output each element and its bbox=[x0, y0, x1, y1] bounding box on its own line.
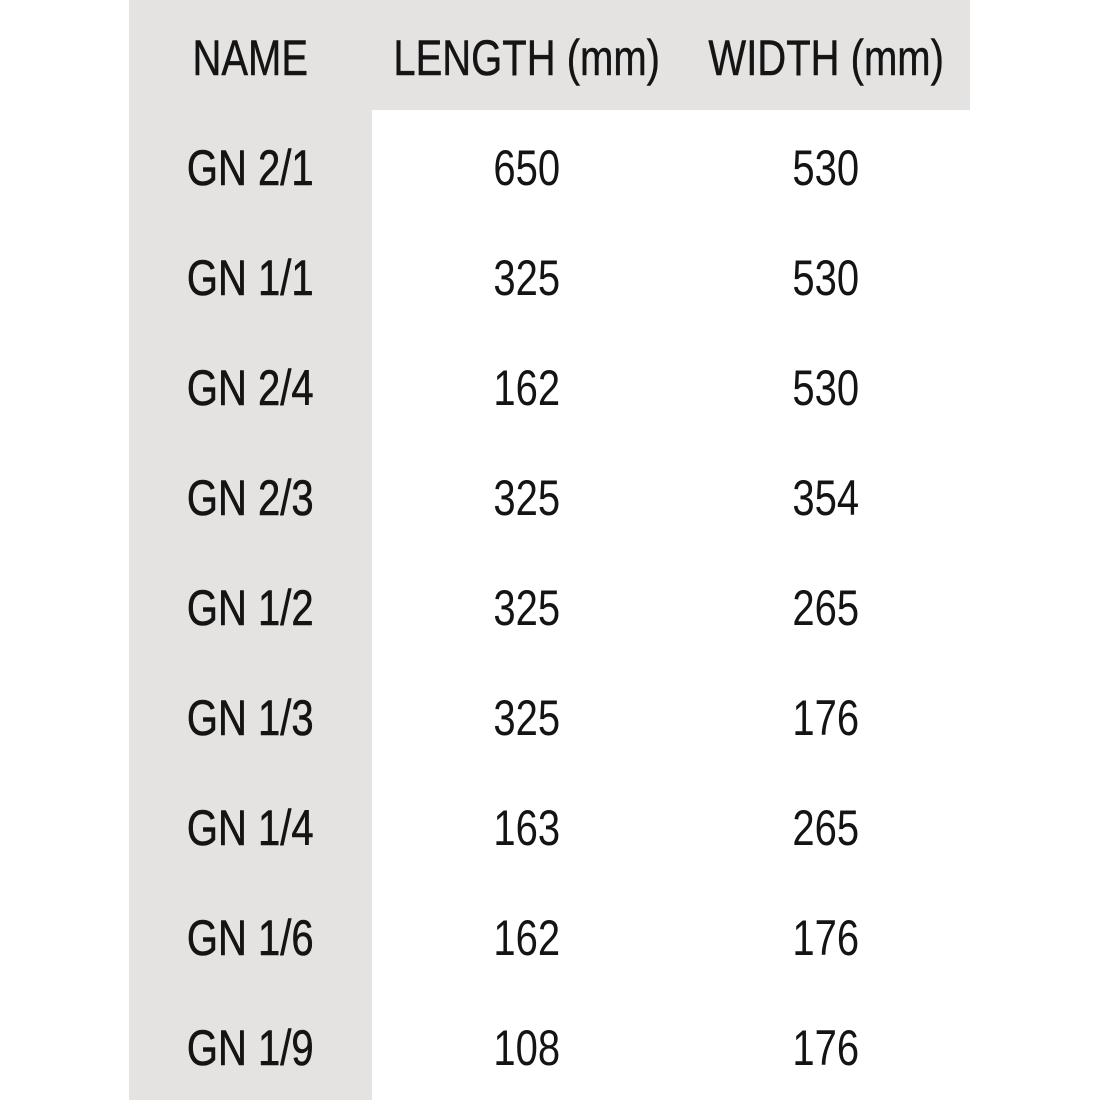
table-cell-width: 530 bbox=[676, 333, 976, 443]
cell-text: 176 bbox=[792, 910, 860, 966]
table-cell-length: 325 bbox=[377, 223, 677, 333]
table-cell-name: GN 2/3 bbox=[100, 443, 400, 553]
cell-text: GN 1/3 bbox=[186, 690, 314, 747]
cell-text: GN 2/3 bbox=[186, 470, 314, 527]
table-cell-length: 650 bbox=[377, 113, 677, 223]
table-cell-width: 265 bbox=[676, 773, 976, 883]
cell-text: 325 bbox=[493, 690, 561, 746]
name-column-background bbox=[129, 0, 372, 1100]
table-cell-width: 265 bbox=[676, 553, 976, 663]
table-cell-name: GN 1/6 bbox=[100, 883, 400, 993]
header-name: NAME bbox=[100, 3, 400, 113]
cell-text: 354 bbox=[792, 470, 860, 526]
table-cell-length: 162 bbox=[377, 333, 677, 443]
table-cell-name: GN 1/4 bbox=[100, 773, 400, 883]
table-cell-width: 530 bbox=[676, 113, 976, 223]
cell-text: GN 1/1 bbox=[186, 250, 314, 307]
cell-text: 162 bbox=[493, 910, 561, 966]
cell-text: 176 bbox=[792, 690, 860, 746]
cell-text: 162 bbox=[493, 360, 561, 416]
cell-text: GN 2/4 bbox=[186, 360, 314, 417]
header-length-text: LENGTH (mm) bbox=[393, 30, 661, 87]
table-cell-width: 530 bbox=[676, 223, 976, 333]
table-cell-name: GN 2/4 bbox=[100, 333, 400, 443]
table-cell-name: GN 1/1 bbox=[100, 223, 400, 333]
header-width: WIDTH (mm) bbox=[676, 3, 976, 113]
cell-text: GN 1/9 bbox=[186, 1020, 314, 1077]
table-cell-width: 354 bbox=[676, 443, 976, 553]
header-name-text: NAME bbox=[192, 30, 308, 87]
cell-text: 176 bbox=[792, 1020, 860, 1076]
cell-text: GN 1/2 bbox=[186, 580, 314, 637]
header-length: LENGTH (mm) bbox=[377, 3, 677, 113]
table-cell-width: 176 bbox=[676, 663, 976, 773]
table-cell-length: 325 bbox=[377, 663, 677, 773]
table-cell-name: GN 1/9 bbox=[100, 993, 400, 1103]
cell-text: 108 bbox=[493, 1020, 561, 1076]
table-cell-width: 176 bbox=[676, 993, 976, 1103]
table-cell-length: 325 bbox=[377, 443, 677, 553]
table-cell-name: GN 1/2 bbox=[100, 553, 400, 663]
cell-text: GN 2/1 bbox=[186, 140, 314, 197]
header-width-text: WIDTH (mm) bbox=[708, 30, 944, 87]
cell-text: GN 1/4 bbox=[186, 800, 314, 857]
table-cell-name: GN 2/1 bbox=[100, 113, 400, 223]
table-cell-width: 176 bbox=[676, 883, 976, 993]
cell-text: 530 bbox=[792, 250, 860, 306]
table-cell-length: 162 bbox=[377, 883, 677, 993]
cell-text: 530 bbox=[792, 140, 860, 196]
table-cell-name: GN 1/3 bbox=[100, 663, 400, 773]
table-cell-length: 163 bbox=[377, 773, 677, 883]
table-cell-length: 325 bbox=[377, 553, 677, 663]
cell-text: 530 bbox=[792, 360, 860, 416]
cell-text: GN 1/6 bbox=[186, 910, 314, 967]
cell-text: 325 bbox=[493, 470, 561, 526]
cell-text: 325 bbox=[493, 580, 561, 636]
cell-text: 265 bbox=[792, 580, 860, 636]
cell-text: 650 bbox=[493, 140, 561, 196]
cell-text: 163 bbox=[493, 800, 561, 856]
table-cell-length: 108 bbox=[377, 993, 677, 1103]
cell-text: 325 bbox=[493, 250, 561, 306]
cell-text: 265 bbox=[792, 800, 860, 856]
